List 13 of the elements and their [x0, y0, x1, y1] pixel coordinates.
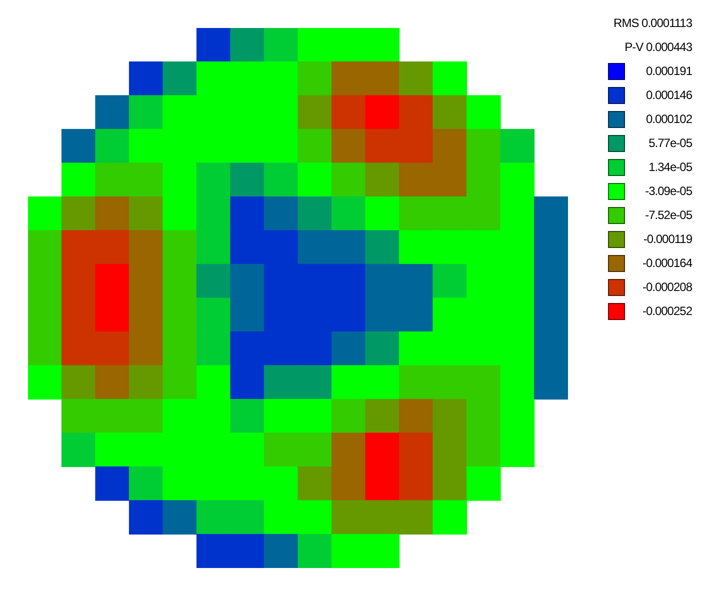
color-bar-label: 0.000191 [646, 64, 692, 78]
color-bar-label: 0.000146 [646, 88, 692, 102]
color-bar-label: -0.000119 [643, 232, 692, 246]
color-bar-label: 5.77e-05 [648, 136, 692, 150]
text: P-V 0.000443 [624, 40, 692, 54]
color-bar-label: -3.09e-05 [645, 184, 692, 198]
color-bar-label: -0.000208 [642, 280, 692, 294]
color-bar-label: 1.34e-05 [648, 160, 692, 174]
color-bar-label: -7.52e-05 [645, 208, 692, 222]
color-bar-label: -0.000164 [642, 256, 692, 270]
color-bar-label: 0.000102 [646, 112, 692, 126]
text: RMS 0.0001113 [614, 16, 692, 30]
color-bar-label: -0.000252 [642, 304, 692, 318]
